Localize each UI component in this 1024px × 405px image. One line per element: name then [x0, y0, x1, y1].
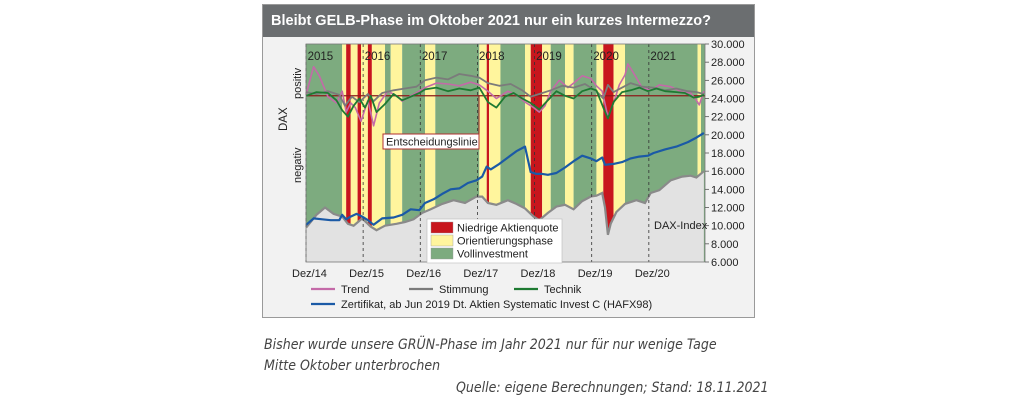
phase-band-yellow [350, 44, 358, 262]
phase-legend-swatch [430, 234, 454, 247]
y-tick-label: 16.000 [711, 166, 745, 178]
phase-band-yellow [390, 44, 403, 262]
technik-line [305, 86, 705, 120]
chart-svg: 2015 2016 2017 2018 2019 2020 2021 30.000 28.000… [278, 39, 745, 311]
y-axis-label-negativ: negativ [292, 147, 304, 183]
y-tick-label: 14.000 [711, 184, 745, 196]
series-legend-label: Trend [341, 284, 369, 296]
x-tick-label: Dez/19 [578, 268, 613, 280]
stimmung-line [306, 73, 705, 107]
y-axis-label-dax: DAX [278, 107, 290, 131]
phase-legend-swatch [430, 247, 454, 260]
y-tick-label: 24.000 [711, 94, 745, 106]
decision-line-label-box [382, 133, 480, 150]
x-tick-label: Dez/16 [406, 268, 441, 280]
phase-band-yellow [542, 44, 551, 262]
dax-index-area [306, 171, 704, 262]
phase-band-yellow [361, 44, 368, 262]
source-note: Quelle: eigene Berechnungen; Stand: 18.1… [456, 380, 769, 396]
phase-band-red [530, 44, 543, 262]
phase-legend-label: Orientierungsphase [457, 236, 553, 248]
phase-band-red [603, 44, 614, 262]
x-tick-label: Dez/18 [521, 268, 556, 280]
zertifikat-line [305, 132, 705, 226]
dax-index-label: DAX-Index [654, 220, 708, 232]
year-label: 2021 [650, 51, 676, 63]
phase-band-yellow [565, 44, 574, 262]
phase-legend-label: Niedrige Aktienquote [457, 223, 559, 235]
phase-band-yellow [489, 44, 501, 262]
phase-band-yellow [342, 44, 347, 262]
phase-band-red [357, 44, 362, 262]
year-label: 2019 [536, 51, 562, 63]
y-tick-label: 18.000 [711, 148, 745, 160]
year-label: 2020 [593, 51, 619, 63]
year-label: 2018 [479, 51, 505, 63]
phase-band-red [367, 44, 372, 262]
decision-line-label: Entscheidungslinie [386, 137, 478, 149]
phase-band-green [385, 44, 391, 262]
dax-index-line [305, 170, 705, 236]
y-tick-label: 30.000 [711, 39, 745, 51]
series-legend-label: Stimmung [439, 284, 489, 296]
x-tick-label: Dez/15 [349, 268, 384, 280]
y-tick-label: 28.000 [711, 57, 745, 69]
phase-band-red [486, 44, 490, 262]
caption-line-2: Mitte Oktober unterbrochen [264, 358, 441, 374]
x-tick-label: Dez/20 [635, 268, 670, 280]
chart-title: Bleibt GELB-Phase im Oktober 2021 nur ei… [263, 5, 754, 37]
phase-band-yellow [613, 44, 626, 262]
x-tick-label: Dez/17 [463, 268, 498, 280]
year-label: 2015 [308, 51, 334, 63]
series-legend-label: Technik [544, 284, 582, 296]
series-legend-label: Zertifikat, ab Jun 2019 Dt. Aktien Syste… [341, 299, 652, 311]
phase-band-yellow [596, 44, 604, 262]
y-axis-label-positiv: positiv [292, 67, 304, 99]
phase-band-yellow [525, 44, 531, 262]
year-label: 2017 [422, 51, 448, 63]
year-label: 2016 [365, 51, 391, 63]
phase-legend-label: Vollinvestment [457, 249, 528, 261]
phase-band-yellow [425, 44, 436, 262]
x-tick-label: Dez/14 [292, 268, 327, 280]
y-tick-label: 26.000 [711, 75, 745, 87]
y-tick-label: 10.000 [711, 221, 745, 233]
phase-legend-swatch [430, 221, 454, 234]
caption-line-1: Bisher wurde unsere GRÜN-Phase im Jahr 2… [264, 337, 717, 353]
y-tick-label: 22.000 [711, 112, 745, 124]
y-tick-label: 12.000 [711, 203, 745, 215]
chart-frame: Bleibt GELB-Phase im Oktober 2021 nur ei… [262, 4, 755, 318]
y-tick-label: 20.000 [711, 130, 745, 142]
phase-band-yellow [479, 44, 487, 262]
phase-band-red [346, 44, 351, 262]
y-tick-label: 8.000 [711, 239, 739, 251]
y-tick-label: 6.000 [711, 257, 739, 269]
phase-band-yellow [697, 44, 702, 262]
phase-band-green [701, 44, 705, 262]
